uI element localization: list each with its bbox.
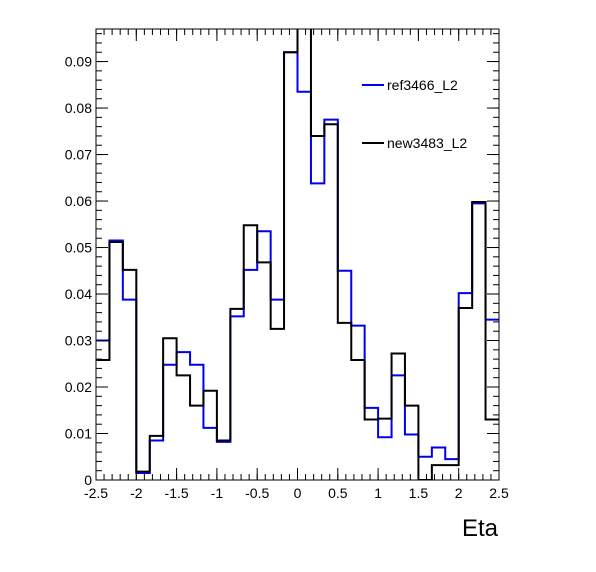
x-tick-label: -1 [211, 485, 224, 501]
y-tick-label: 0.03 [65, 333, 92, 349]
x-tick-label: 0 [294, 485, 302, 501]
x-axis: -2.5 -2 -1.5 -1 -0.5 0 0.5 1 1.5 2 2.5 [84, 29, 509, 501]
legend-label: new3483_L2 [387, 135, 467, 151]
y-axis: 0 0.01 0.02 0.03 0.04 0.05 0.06 0.07 0.08 0.09 [65, 33, 499, 488]
x-tick-label: 2 [455, 485, 463, 501]
x-tick-label: -0.5 [245, 485, 269, 501]
y-tick-label: 0.09 [65, 54, 92, 70]
x-tick-label: -2 [130, 485, 143, 501]
x-tick-label: 0.5 [328, 485, 348, 501]
y-tick-label: 0.06 [65, 193, 92, 209]
y-tick-label: 0.08 [65, 100, 92, 116]
y-tick-label: 0.01 [65, 426, 92, 442]
legend: ref3466_L2 new3483_L2 [362, 77, 467, 151]
x-tick-label: 1.5 [409, 485, 429, 501]
y-tick-label: 0.02 [65, 379, 92, 395]
x-tick-label: 2.5 [489, 485, 509, 501]
x-tick-label: -1.5 [165, 485, 189, 501]
x-axis-title: Eta [462, 515, 499, 542]
x-tick-label: -2.5 [84, 485, 108, 501]
series-line-2 [96, 29, 499, 480]
x-tick-label: 1 [374, 485, 382, 501]
y-tick-label: 0.05 [65, 240, 92, 256]
series-layer [96, 29, 499, 480]
y-tick-label: 0.07 [65, 147, 92, 163]
legend-label: ref3466_L2 [387, 77, 458, 93]
y-tick-label: 0 [84, 472, 92, 488]
y-tick-label: 0.04 [65, 286, 92, 302]
